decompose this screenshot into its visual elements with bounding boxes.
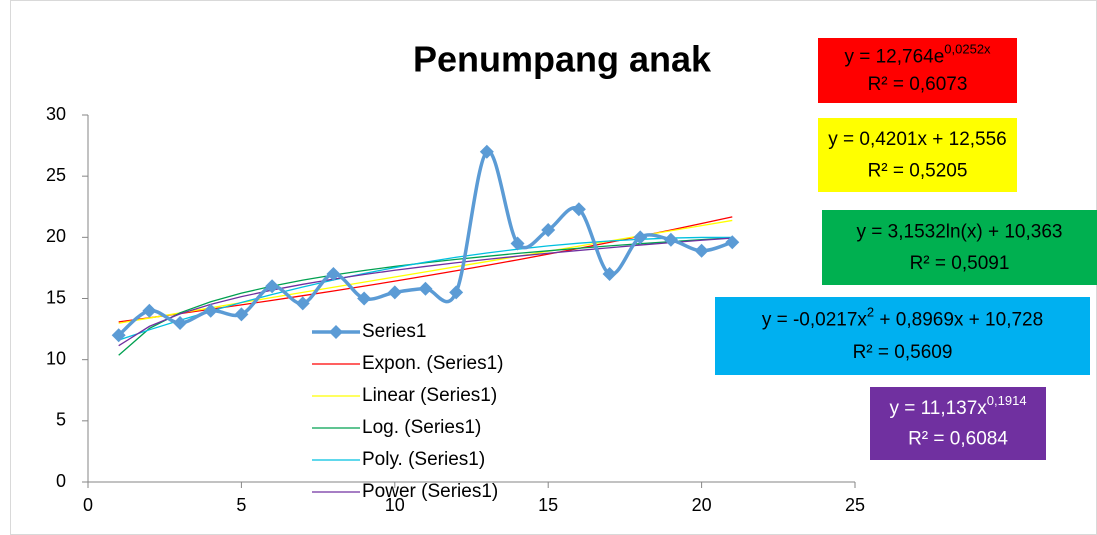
equation-part: 0,1914: [987, 393, 1027, 408]
y-tick-label: 30: [46, 104, 66, 124]
marker: [449, 285, 464, 300]
legend-label: Poly. (Series1): [362, 449, 485, 470]
equation-box: [715, 297, 1090, 375]
legend-label: Linear (Series1): [362, 385, 497, 406]
x-tick-label: 10: [385, 495, 405, 515]
marker: [111, 328, 126, 343]
x-tick-label: 20: [692, 495, 712, 515]
x-tick-label: 25: [845, 495, 865, 515]
y-tick-label: 10: [46, 348, 66, 368]
equation: y = -0,0217x2 + 0,8969x + 10,728: [762, 304, 1043, 330]
equation-part: 2: [867, 304, 874, 319]
marker: [663, 232, 678, 247]
legend-marker: [329, 325, 343, 339]
equation-part: 0,0252x: [944, 41, 991, 56]
trendline: [118, 237, 733, 347]
equation: y = 3,1532ln(x) + 10,363: [857, 222, 1063, 243]
equation-box: [822, 210, 1097, 285]
marker: [510, 236, 525, 251]
r-squared: R² = 0,5609: [853, 342, 953, 363]
marker: [173, 315, 188, 330]
x-tick-label: 0: [83, 495, 93, 515]
equation-part: y = 3,1532ln(x) + 10,363: [857, 222, 1063, 243]
equation-part: y = 12,764e: [844, 47, 944, 68]
y-tick-label: 5: [56, 410, 66, 430]
data-line: [117, 149, 733, 337]
marker: [387, 285, 402, 300]
y-tick-label: 0: [56, 471, 66, 491]
trendline: [118, 236, 733, 341]
trendline: [118, 219, 733, 324]
equation: y = 0,4201x + 12,556: [828, 129, 1007, 150]
equation-part: y = -0,0217x: [762, 309, 868, 330]
marker: [234, 307, 249, 322]
marker: [357, 291, 372, 306]
y-tick-label: 15: [46, 287, 66, 307]
x-tick-label: 15: [538, 495, 558, 515]
legend-label: Log. (Series1): [362, 417, 481, 438]
marker: [694, 243, 709, 258]
equation-box: [870, 387, 1046, 460]
marker: [602, 267, 617, 282]
marker: [203, 303, 218, 318]
marker: [295, 296, 310, 311]
marker: [541, 222, 556, 237]
legend-label: Expon. (Series1): [362, 353, 504, 374]
marker: [479, 144, 494, 159]
y-tick-label: 25: [46, 165, 66, 185]
equation-part: + 0,8969x + 10,728: [874, 309, 1043, 330]
legend-label: Series1: [362, 321, 426, 342]
equation-part: y = 11,137x: [889, 398, 987, 419]
chart-title: Penumpang anak: [413, 39, 712, 80]
y-tick-label: 20: [46, 226, 66, 246]
legend-label: Power (Series1): [362, 481, 498, 502]
equation: y = 12,764e0,0252x: [844, 41, 991, 67]
marker: [142, 303, 157, 318]
equation: y = 11,137x0,1914: [889, 393, 1026, 419]
r-squared: R² = 0,6084: [908, 429, 1008, 450]
marker: [571, 202, 586, 217]
marker: [326, 267, 341, 282]
marker: [265, 279, 280, 294]
marker: [418, 281, 433, 296]
equation-box: [818, 38, 1017, 103]
x-tick-label: 5: [236, 495, 246, 515]
r-squared: R² = 0,5091: [910, 253, 1010, 274]
marker: [633, 230, 648, 245]
marker: [725, 235, 740, 250]
r-squared: R² = 0,5205: [868, 160, 968, 181]
r-squared: R² = 0,6073: [868, 74, 968, 95]
equation-part: y = 0,4201x + 12,556: [828, 129, 1007, 150]
equation-box: [818, 118, 1017, 192]
